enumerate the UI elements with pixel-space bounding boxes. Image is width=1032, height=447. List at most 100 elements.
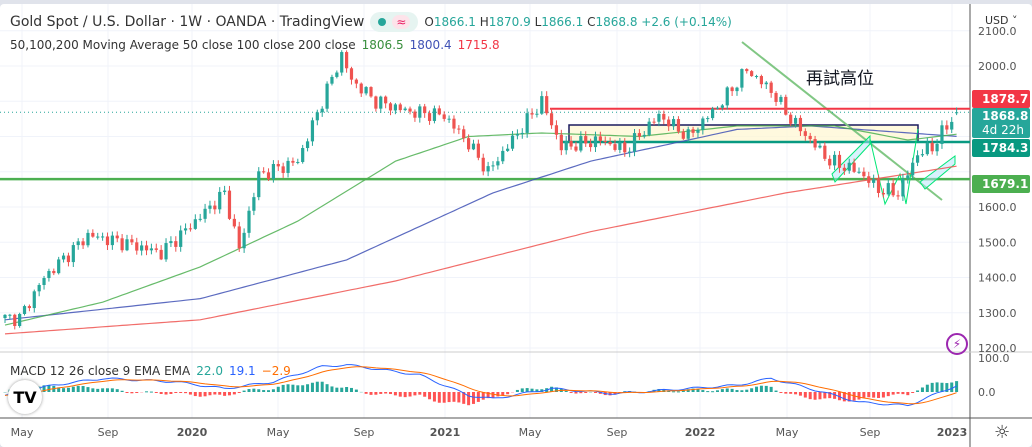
settings-gear-icon[interactable]: ☼ xyxy=(994,422,1011,443)
time-tick: Sep xyxy=(98,426,119,439)
macd-histogram-bar xyxy=(379,392,383,394)
tradingview-logo[interactable]: TV xyxy=(8,380,42,414)
macd-histogram-bar xyxy=(237,392,241,393)
macd-histogram-bar xyxy=(66,387,70,392)
macd-histogram-bar xyxy=(715,390,719,392)
macd-histogram-bar xyxy=(828,392,832,399)
chart-legend: Gold Spot / U.S. Dollar · 1W · OANDA · T… xyxy=(10,12,732,32)
macd-histogram-bar xyxy=(486,392,490,399)
macd-histogram-bar xyxy=(169,392,173,394)
candle-body xyxy=(296,161,300,163)
macd-histogram-bar xyxy=(340,387,344,392)
macd-histogram-bar xyxy=(91,388,95,392)
price-tick: 1300.0 xyxy=(978,307,1017,320)
macd-histogram-bar xyxy=(120,390,124,392)
macd-histogram-bar xyxy=(906,392,910,396)
macd-histogram-bar xyxy=(813,392,817,400)
macd-histogram-bar xyxy=(535,389,539,392)
macd-histogram-bar xyxy=(823,392,827,399)
macd-legend[interactable]: MACD 12 26 close 9 EMA EMA 22.0 19.1 −2.… xyxy=(10,364,291,378)
candle-body xyxy=(793,117,798,124)
macd-histogram-bar xyxy=(442,392,446,403)
support-price-label: 1784.3 xyxy=(972,139,1030,157)
macd-histogram-bar xyxy=(950,382,954,392)
macd-histogram-bar xyxy=(798,392,802,396)
macd-histogram-bar xyxy=(145,391,149,393)
candle-body xyxy=(774,92,778,102)
macd-histogram-bar xyxy=(920,387,924,392)
market-status-badge[interactable]: ≈ xyxy=(370,12,419,32)
candle-body xyxy=(266,172,271,180)
currency-selector[interactable]: USD ˅ xyxy=(985,14,1018,27)
macd-histogram-bar xyxy=(676,391,680,393)
candle-body xyxy=(686,129,690,139)
macd-histogram-bar xyxy=(462,392,466,404)
candle-body xyxy=(32,291,36,309)
candle-body xyxy=(452,118,456,129)
candle-body xyxy=(603,141,607,143)
candle-body xyxy=(149,248,153,251)
time-tick: May xyxy=(267,426,290,439)
macd-histogram-bar xyxy=(47,385,51,392)
macd-histogram-bar xyxy=(130,392,134,394)
candle-body xyxy=(862,171,866,177)
candle-body xyxy=(86,232,90,246)
macd-histogram-bar xyxy=(925,384,929,392)
candle-body xyxy=(906,175,910,179)
candle-body xyxy=(696,129,700,133)
chart-annotation-text[interactable]: 再試高位 xyxy=(806,69,874,89)
macd-histogram-bar xyxy=(891,392,895,395)
macd-histogram-bar xyxy=(213,392,217,395)
macd-histogram-bar xyxy=(506,392,510,395)
candle-body xyxy=(554,125,559,135)
macd-histogram-bar xyxy=(140,392,144,393)
symbol-title[interactable]: Gold Spot / U.S. Dollar · 1W · OANDA · T… xyxy=(10,14,365,30)
macd-histogram-bar xyxy=(398,392,402,397)
candle-body xyxy=(823,145,827,159)
macd-histogram-bar xyxy=(96,388,100,392)
macd-histogram-bar xyxy=(428,392,432,400)
ma-legend[interactable]: 50,100,200 Moving Average 50 close 100 c… xyxy=(10,38,500,52)
candle-body xyxy=(183,228,188,231)
time-tick: 2020 xyxy=(177,426,208,439)
macd-histogram-bar xyxy=(857,392,861,400)
macd-histogram-bar xyxy=(759,385,763,392)
candle-body xyxy=(549,113,554,126)
macd-histogram-bar xyxy=(310,382,314,392)
macd-histogram-bar xyxy=(262,390,266,392)
candle-body xyxy=(711,108,715,119)
chart-canvas[interactable]: 2100.0 2000.0 1600.0 1500.0 1400.0 1300.0 1200… xyxy=(0,4,1032,447)
macd-histogram-bar xyxy=(745,389,749,392)
candle-body xyxy=(608,141,612,145)
candle-body xyxy=(740,69,744,88)
candle-body xyxy=(442,114,446,119)
macd-signal-value: −2.9 xyxy=(261,364,291,378)
price-tick: 1400.0 xyxy=(978,272,1017,285)
macd-histogram-bar xyxy=(208,392,212,396)
macd-histogram-bar xyxy=(911,392,915,393)
candle-body xyxy=(252,197,256,211)
candle-body xyxy=(872,179,876,183)
time-tick: May xyxy=(776,426,799,439)
candle-body xyxy=(545,96,549,114)
candle-body xyxy=(750,71,754,77)
candle-body xyxy=(857,171,861,173)
macd-histogram-bar xyxy=(930,382,934,392)
macd-histogram-bar xyxy=(320,381,324,392)
macd-histogram-bar xyxy=(437,392,441,403)
macd-histogram-bar xyxy=(769,386,773,392)
candle-body xyxy=(96,236,100,238)
candle-body xyxy=(262,171,266,173)
macd-histogram-bar xyxy=(584,392,588,393)
candle-body xyxy=(61,255,66,260)
lightning-icon[interactable]: ⚡ xyxy=(946,333,968,355)
candle-body xyxy=(930,142,934,152)
macd-histogram-bar xyxy=(101,388,105,392)
candle-body xyxy=(779,96,783,102)
candle-body xyxy=(467,138,471,150)
ma100-value: 1800.4 xyxy=(409,38,452,52)
macd-histogram-bar xyxy=(306,384,310,392)
candle-body xyxy=(486,166,490,172)
candle-body xyxy=(613,144,617,150)
macd-histogram-bar xyxy=(432,392,436,402)
